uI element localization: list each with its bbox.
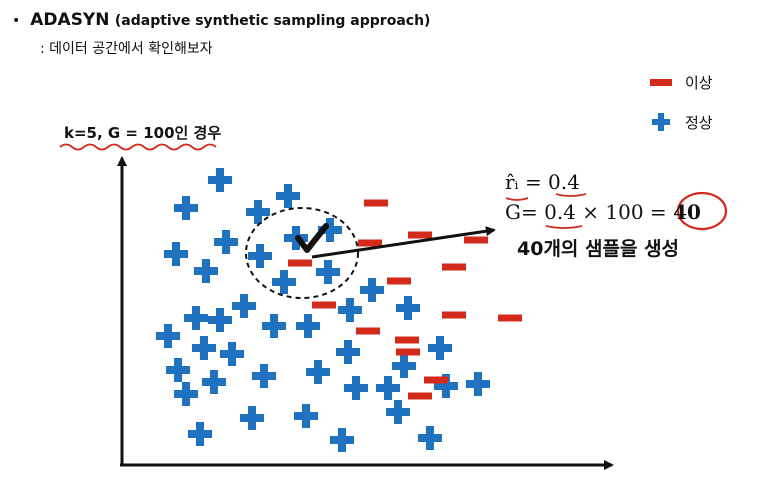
g-rest: × 100 = <box>575 200 674 224</box>
minority-point <box>424 376 448 384</box>
g-prefix: G= <box>505 200 545 224</box>
majority-point <box>208 308 232 332</box>
majority-point <box>192 336 216 360</box>
legend-majority-mark <box>652 113 670 131</box>
params-label: k=5, G = 100인 경우 <box>64 124 222 142</box>
majority-point <box>418 426 442 450</box>
minority-point <box>356 327 380 335</box>
majority-point <box>376 376 400 400</box>
minority-points <box>288 199 522 400</box>
majority-point <box>294 404 318 428</box>
neighborhood-circle <box>245 207 359 299</box>
majority-point <box>396 296 420 320</box>
majority-point <box>318 218 342 242</box>
title-paren: (adaptive synthetic sampling approach) <box>114 13 431 29</box>
majority-point <box>240 406 264 430</box>
majority-point <box>336 340 360 364</box>
majority-point <box>188 422 212 446</box>
ratio-formula: r̂ᵢ = 0.4 <box>505 170 580 194</box>
title-bullet: • <box>12 13 21 29</box>
minority-point <box>396 348 420 356</box>
majority-point <box>184 306 208 330</box>
majority-point <box>248 244 272 268</box>
minority-point <box>387 277 411 285</box>
legend-majority-label: 정상 <box>685 114 713 132</box>
minority-point <box>312 301 336 309</box>
g-formula: G= 0.4 × 100 = 40 <box>505 200 701 224</box>
g-result: 40 <box>673 200 701 224</box>
majority-point <box>262 314 286 338</box>
minority-point <box>498 314 522 322</box>
majority-point <box>360 278 384 302</box>
legend-minority-label: 이상 <box>685 74 713 92</box>
majority-point <box>272 270 296 294</box>
minority-point <box>288 259 312 267</box>
majority-point <box>434 374 458 398</box>
params-underline <box>59 143 217 151</box>
minority-point <box>395 336 419 344</box>
legend-minority-mark <box>650 79 672 86</box>
g-ratio: 0.4 <box>544 200 576 224</box>
minority-point <box>464 236 488 244</box>
majority-point <box>466 372 490 396</box>
majority-point <box>306 360 330 384</box>
slide-title: • ADASYN (adaptive synthetic sampling app… <box>12 10 430 30</box>
slide-subtitle: : 데이터 공간에서 확인해보자 <box>40 41 213 57</box>
title-main: ADASYN <box>30 10 110 30</box>
majority-point <box>166 358 190 382</box>
minority-point <box>442 263 466 271</box>
minority-point <box>442 311 466 319</box>
majority-point <box>202 370 226 394</box>
majority-point <box>164 242 188 266</box>
majority-point <box>296 314 320 338</box>
minority-point <box>358 239 382 247</box>
r-underline <box>505 197 529 201</box>
ratio-value-underline <box>555 193 587 197</box>
majority-point <box>214 230 238 254</box>
g-ratio-underline <box>545 225 583 229</box>
majority-point <box>392 354 416 378</box>
minority-point <box>408 231 432 239</box>
majority-point <box>246 200 270 224</box>
majority-point <box>330 428 354 452</box>
majority-point <box>208 168 232 192</box>
majority-point <box>338 298 362 322</box>
majority-point <box>156 324 180 348</box>
minority-point <box>364 199 388 207</box>
check-icon <box>295 223 329 253</box>
majority-point <box>174 196 198 220</box>
majority-point <box>232 294 256 318</box>
majority-point <box>252 364 276 388</box>
majority-point <box>428 336 452 360</box>
majority-point <box>194 259 218 283</box>
majority-points <box>156 168 490 452</box>
pointer-arrow <box>311 226 496 259</box>
majority-point <box>220 342 244 366</box>
majority-point <box>276 184 300 208</box>
majority-point <box>316 260 340 284</box>
majority-point <box>386 400 410 424</box>
majority-point <box>344 376 368 400</box>
result-text: 40개의 샘플을 생성 <box>517 238 680 260</box>
minority-point <box>408 392 432 400</box>
result-circle <box>676 191 728 231</box>
majority-point <box>174 382 198 406</box>
